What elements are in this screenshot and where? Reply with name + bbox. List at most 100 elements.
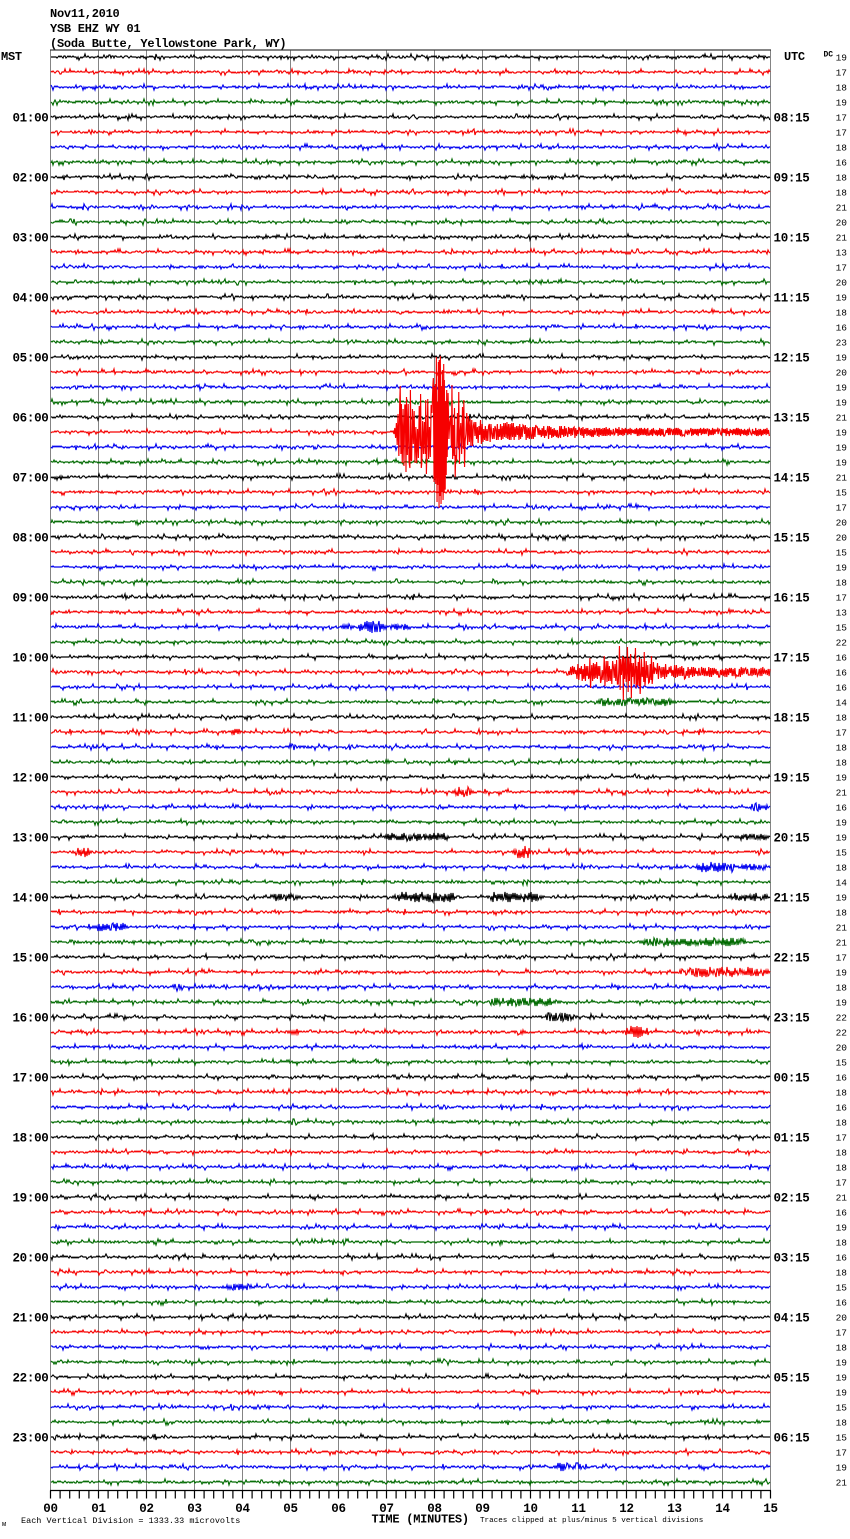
svg-text:20: 20 bbox=[836, 1043, 848, 1054]
svg-text:16: 16 bbox=[836, 1208, 848, 1219]
svg-text:08:15: 08:15 bbox=[774, 112, 810, 126]
svg-text:18: 18 bbox=[836, 143, 848, 154]
svg-text:19: 19 bbox=[836, 398, 848, 409]
svg-text:18:15: 18:15 bbox=[774, 712, 810, 726]
svg-text:20: 20 bbox=[836, 368, 848, 379]
svg-text:19: 19 bbox=[836, 53, 848, 64]
svg-text:16: 16 bbox=[836, 1073, 848, 1084]
svg-text:10:15: 10:15 bbox=[774, 232, 810, 246]
svg-text:22:15: 22:15 bbox=[774, 952, 810, 966]
svg-text:23:00: 23:00 bbox=[12, 1432, 48, 1446]
svg-text:04:15: 04:15 bbox=[774, 1312, 810, 1326]
svg-text:14:15: 14:15 bbox=[774, 472, 810, 486]
svg-text:09:00: 09:00 bbox=[12, 592, 48, 606]
svg-text:15: 15 bbox=[836, 1433, 848, 1444]
svg-text:09:15: 09:15 bbox=[774, 172, 810, 186]
svg-text:14: 14 bbox=[715, 1502, 730, 1516]
svg-text:15: 15 bbox=[836, 623, 848, 634]
svg-text:18: 18 bbox=[836, 188, 848, 199]
svg-text:20: 20 bbox=[836, 218, 848, 229]
svg-text:18: 18 bbox=[836, 1118, 848, 1129]
svg-text:м: м bbox=[2, 1521, 6, 1529]
svg-text:21: 21 bbox=[836, 473, 848, 484]
svg-text:18: 18 bbox=[836, 1268, 848, 1279]
svg-text:01:00: 01:00 bbox=[12, 112, 48, 126]
svg-text:21: 21 bbox=[836, 233, 848, 244]
svg-text:15: 15 bbox=[836, 1283, 848, 1294]
svg-text:17:15: 17:15 bbox=[774, 652, 810, 666]
svg-text:01: 01 bbox=[91, 1502, 105, 1516]
svg-text:17: 17 bbox=[836, 128, 847, 139]
svg-text:22: 22 bbox=[836, 638, 848, 649]
svg-text:18: 18 bbox=[836, 173, 848, 184]
svg-text:Nov11,2010: Nov11,2010 bbox=[50, 7, 120, 21]
svg-text:07:00: 07:00 bbox=[12, 472, 48, 486]
svg-text:20: 20 bbox=[836, 533, 848, 544]
svg-text:13: 13 bbox=[836, 608, 848, 619]
svg-text:20: 20 bbox=[836, 518, 848, 529]
svg-text:18: 18 bbox=[836, 863, 848, 874]
svg-text:12:00: 12:00 bbox=[12, 772, 48, 786]
svg-text:16: 16 bbox=[836, 1103, 848, 1114]
svg-text:23: 23 bbox=[836, 338, 848, 349]
svg-text:05:15: 05:15 bbox=[774, 1372, 810, 1386]
svg-text:19: 19 bbox=[836, 428, 848, 439]
svg-text:19: 19 bbox=[836, 773, 848, 784]
svg-text:21: 21 bbox=[836, 413, 848, 424]
svg-text:MST: MST bbox=[1, 50, 22, 64]
svg-text:16: 16 bbox=[836, 1253, 848, 1264]
svg-text:16:00: 16:00 bbox=[12, 1012, 48, 1026]
svg-text:19: 19 bbox=[836, 833, 848, 844]
svg-text:15: 15 bbox=[763, 1502, 777, 1516]
svg-text:20: 20 bbox=[836, 1313, 848, 1324]
svg-text:18: 18 bbox=[836, 1343, 848, 1354]
svg-text:17: 17 bbox=[836, 263, 847, 274]
svg-text:07: 07 bbox=[379, 1502, 393, 1516]
svg-text:17: 17 bbox=[836, 113, 847, 124]
svg-text:19: 19 bbox=[836, 563, 848, 574]
svg-text:21: 21 bbox=[836, 1193, 848, 1204]
svg-text:DC: DC bbox=[824, 51, 834, 60]
svg-text:09: 09 bbox=[475, 1502, 489, 1516]
svg-text:04:00: 04:00 bbox=[12, 292, 48, 306]
svg-text:19: 19 bbox=[836, 998, 848, 1009]
svg-text:14:00: 14:00 bbox=[12, 892, 48, 906]
svg-text:06:15: 06:15 bbox=[774, 1432, 810, 1446]
svg-text:15: 15 bbox=[836, 548, 848, 559]
svg-text:02:15: 02:15 bbox=[774, 1192, 810, 1206]
svg-text:03:00: 03:00 bbox=[12, 232, 48, 246]
svg-text:19: 19 bbox=[836, 383, 848, 394]
svg-text:05:00: 05:00 bbox=[12, 352, 48, 366]
svg-text:19: 19 bbox=[836, 458, 848, 469]
svg-text:18: 18 bbox=[836, 1238, 848, 1249]
svg-text:17: 17 bbox=[836, 953, 847, 964]
svg-text:Each Vertical Division = 1333.: Each Vertical Division = 1333.33 microvo… bbox=[21, 1516, 240, 1526]
svg-text:20:15: 20:15 bbox=[774, 832, 810, 846]
svg-text:16:15: 16:15 bbox=[774, 592, 810, 606]
svg-text:18: 18 bbox=[836, 758, 848, 769]
svg-text:17: 17 bbox=[836, 1448, 847, 1459]
svg-text:13: 13 bbox=[667, 1502, 681, 1516]
svg-text:10:00: 10:00 bbox=[12, 652, 48, 666]
svg-text:13:00: 13:00 bbox=[12, 832, 48, 846]
svg-text:19: 19 bbox=[836, 1358, 848, 1369]
svg-text:TIME (MINUTES): TIME (MINUTES) bbox=[372, 1513, 469, 1527]
svg-text:12: 12 bbox=[619, 1502, 633, 1516]
svg-text:15: 15 bbox=[836, 1403, 848, 1414]
svg-text:00: 00 bbox=[43, 1502, 57, 1516]
svg-text:21: 21 bbox=[836, 1478, 848, 1489]
svg-text:18: 18 bbox=[836, 1418, 848, 1429]
svg-text:19: 19 bbox=[836, 818, 848, 829]
svg-text:17: 17 bbox=[836, 593, 847, 604]
svg-text:18: 18 bbox=[836, 1088, 848, 1099]
svg-text:18: 18 bbox=[836, 308, 848, 319]
svg-text:16: 16 bbox=[836, 653, 848, 664]
svg-text:19: 19 bbox=[836, 893, 848, 904]
svg-text:13:15: 13:15 bbox=[774, 412, 810, 426]
svg-text:21: 21 bbox=[836, 203, 848, 214]
svg-text:15:15: 15:15 bbox=[774, 532, 810, 546]
svg-text:22:00: 22:00 bbox=[12, 1372, 48, 1386]
svg-text:20:00: 20:00 bbox=[12, 1252, 48, 1266]
svg-text:11: 11 bbox=[571, 1502, 585, 1516]
svg-text:05: 05 bbox=[283, 1502, 297, 1516]
